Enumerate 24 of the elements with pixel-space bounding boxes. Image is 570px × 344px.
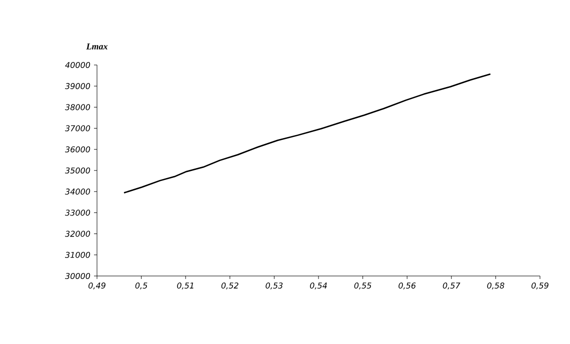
y-tick-label: 36000 (65, 146, 90, 152)
x-tick-label: 0,57 (442, 282, 460, 290)
y-tick-label: 40000 (65, 62, 90, 68)
y-tick-label: 31000 (65, 252, 90, 258)
x-tick-label: 0,56 (398, 282, 416, 290)
x-tick-label: 0,51 (177, 282, 194, 290)
y-tick-label: 39000 (65, 83, 90, 90)
y-tick-label: 32000 (65, 230, 90, 237)
x-tick-label: 0,55 (354, 282, 372, 290)
y-axis-title: Lmax (86, 43, 108, 50)
y-tick-label: 33000 (65, 210, 90, 216)
y-tick-label: 34000 (65, 188, 90, 195)
x-tick-label: 0,59 (531, 282, 548, 290)
x-tick-label: 0,58 (487, 282, 504, 290)
line-series (123, 73, 492, 194)
x-tick-label: 0,53 (266, 282, 283, 290)
y-tick-label: 35000 (65, 167, 90, 174)
y-tick-label: 30000 (65, 272, 90, 280)
x-tick-label: 0,52 (221, 282, 238, 290)
y-tick-label: 38000 (65, 104, 90, 110)
x-tick-label: 0,49 (88, 282, 106, 290)
x-tick-label: 0,5 (135, 282, 148, 290)
y-tick-label: 37000 (65, 125, 90, 132)
x-tick-label: 0,54 (310, 282, 327, 290)
